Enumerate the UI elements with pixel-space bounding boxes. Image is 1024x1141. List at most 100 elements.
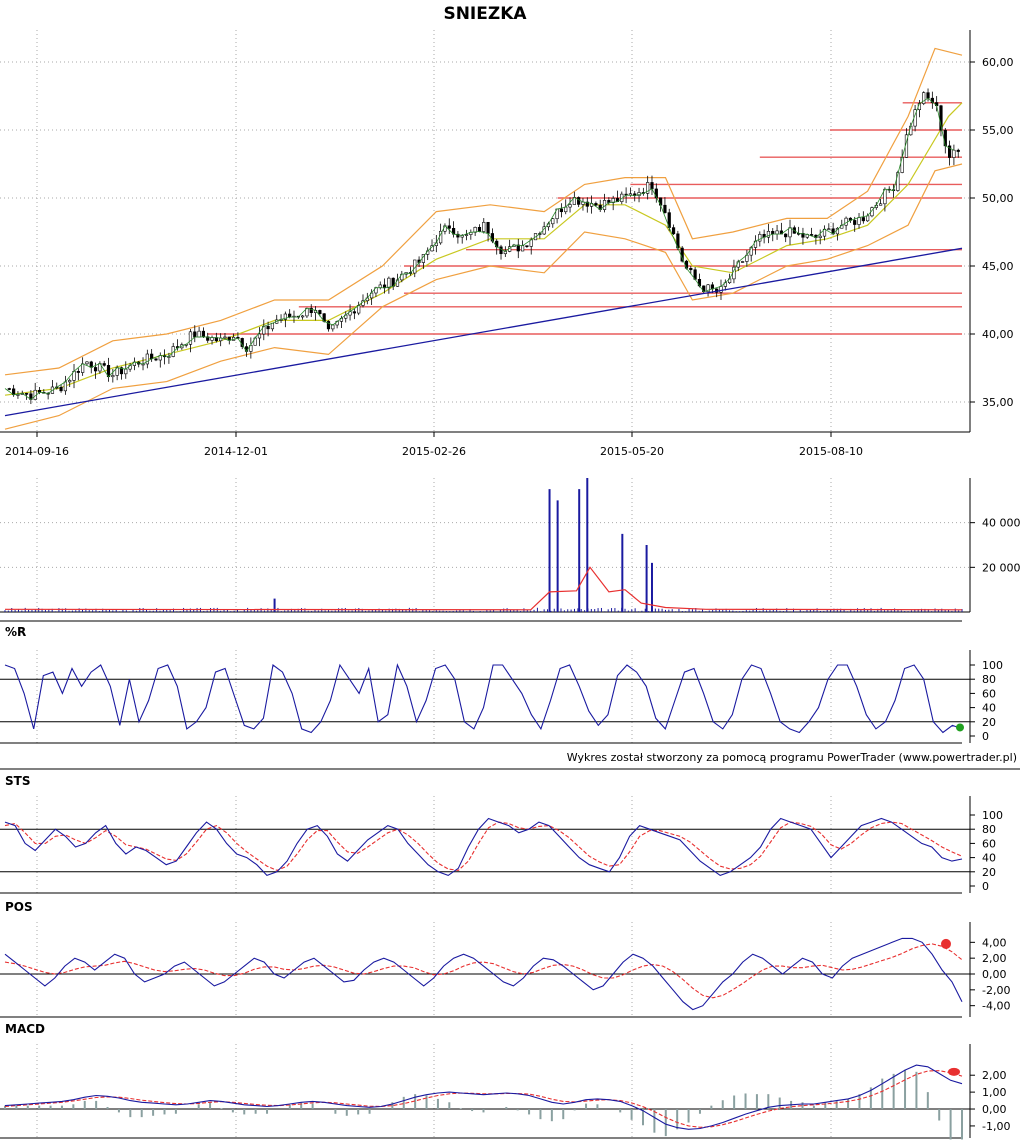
candle-body	[775, 230, 779, 235]
volume-y-tick-label: 20 000	[982, 561, 1021, 574]
x-tick-label: 2015-05-20	[600, 445, 664, 458]
panel-y-tick-label: 0,00	[982, 968, 1007, 981]
candle-body	[878, 203, 883, 206]
candle-body	[706, 284, 710, 292]
short-ma	[4, 97, 955, 401]
candle-body	[68, 380, 72, 383]
candle-body	[331, 324, 335, 330]
panel-y-tick-label: 80	[982, 673, 996, 686]
trend-line	[4, 247, 963, 417]
volume-average	[4, 566, 963, 611]
candle-body	[926, 92, 930, 99]
candle-body	[784, 233, 788, 238]
candle-body	[352, 311, 356, 314]
candle-body	[758, 233, 762, 242]
candle-body	[801, 233, 805, 238]
candle-body	[387, 277, 391, 289]
price-y-tick-label: 50,00	[982, 192, 1014, 205]
candle-body	[171, 346, 175, 357]
candle-body	[516, 244, 520, 252]
candle-body	[7, 388, 11, 390]
candle-body	[93, 367, 98, 372]
candle-body	[154, 358, 158, 361]
candle-body	[318, 310, 322, 314]
candle-body	[119, 367, 124, 375]
candle-body	[680, 247, 684, 262]
credit-text: Wykres został stworzony za pomocą progra…	[567, 751, 1017, 764]
candle-body	[456, 233, 460, 238]
panel-y-tick-label: 4,00	[982, 936, 1007, 949]
candle-body	[684, 260, 689, 269]
candle-body	[197, 330, 201, 338]
candle-body	[270, 322, 275, 330]
candle-body	[809, 234, 814, 236]
candle-body	[719, 286, 723, 293]
candle-body	[326, 321, 331, 330]
candle-body	[477, 226, 482, 232]
pos-marker	[941, 938, 951, 949]
panel-y-tick-label: -1,00	[982, 1120, 1010, 1133]
panel-y-tick-label: 40	[982, 702, 996, 715]
pctr-marker	[956, 723, 964, 732]
candle-body	[111, 375, 115, 378]
price-y-tick-label: 55,00	[982, 124, 1014, 137]
candle-body	[577, 197, 581, 205]
macd-marker	[948, 1067, 960, 1076]
candle-body	[490, 233, 494, 242]
chart-title: SNIEZKA	[443, 4, 527, 24]
panel-title-macd: MACD	[5, 1022, 45, 1036]
x-tick-label: 2015-08-10	[799, 445, 863, 458]
panel-y-tick-label: 1,00	[982, 1086, 1007, 1099]
candle-body	[788, 227, 792, 238]
candle-body	[594, 203, 598, 206]
candle-body	[378, 284, 382, 288]
candle-body	[257, 333, 262, 339]
price-y-tick-label: 35,00	[982, 396, 1014, 409]
candle-body	[952, 149, 956, 158]
candle-body	[853, 220, 857, 225]
candle-body	[223, 336, 227, 339]
volume-y-tick-label: 40 000	[982, 517, 1021, 530]
moving-average	[4, 102, 963, 396]
candle-body	[844, 217, 848, 226]
candle-body	[76, 370, 80, 373]
candle-body	[956, 149, 960, 152]
candle-body	[564, 206, 568, 213]
panel-y-tick-label: 60	[982, 837, 996, 850]
candle-body	[740, 261, 745, 263]
candle-body	[85, 361, 89, 365]
pos-line	[4, 937, 963, 1011]
panel-title-sts: STS	[5, 774, 30, 788]
candle-body	[766, 230, 771, 238]
macd-line	[4, 1064, 963, 1130]
panel-y-tick-label: -4,00	[982, 1000, 1010, 1013]
panel-title-pctr: %R	[5, 625, 26, 639]
candle-body	[59, 386, 63, 392]
candle-body	[827, 228, 831, 231]
price-y-tick-label: 40,00	[982, 328, 1014, 341]
panel-y-tick-label: 0,00	[982, 1103, 1007, 1116]
panel-y-tick-label: 0	[982, 730, 989, 743]
price-y-tick-label: 45,00	[982, 260, 1014, 273]
candle-body	[585, 201, 589, 207]
candle-body	[671, 227, 676, 235]
candle-body	[124, 368, 128, 375]
candle-body	[568, 204, 572, 208]
macd-signal-line	[4, 1070, 963, 1128]
candle-body	[145, 353, 149, 365]
panel-y-tick-label: 60	[982, 687, 996, 700]
candle-body	[81, 363, 85, 373]
x-tick-label: 2014-09-16	[5, 445, 69, 458]
candle-body	[861, 217, 865, 222]
candle-body	[947, 145, 952, 158]
candle-body	[283, 313, 287, 320]
price-y-tick-label: 60,00	[982, 56, 1014, 69]
panel-y-tick-label: 80	[982, 823, 996, 836]
candle-body	[482, 221, 486, 232]
panel-y-tick-label: 2,00	[982, 1069, 1007, 1082]
candle-body	[857, 217, 861, 225]
sts-signal-line	[4, 821, 963, 871]
lower-band	[4, 163, 963, 430]
candle-body	[201, 330, 206, 338]
